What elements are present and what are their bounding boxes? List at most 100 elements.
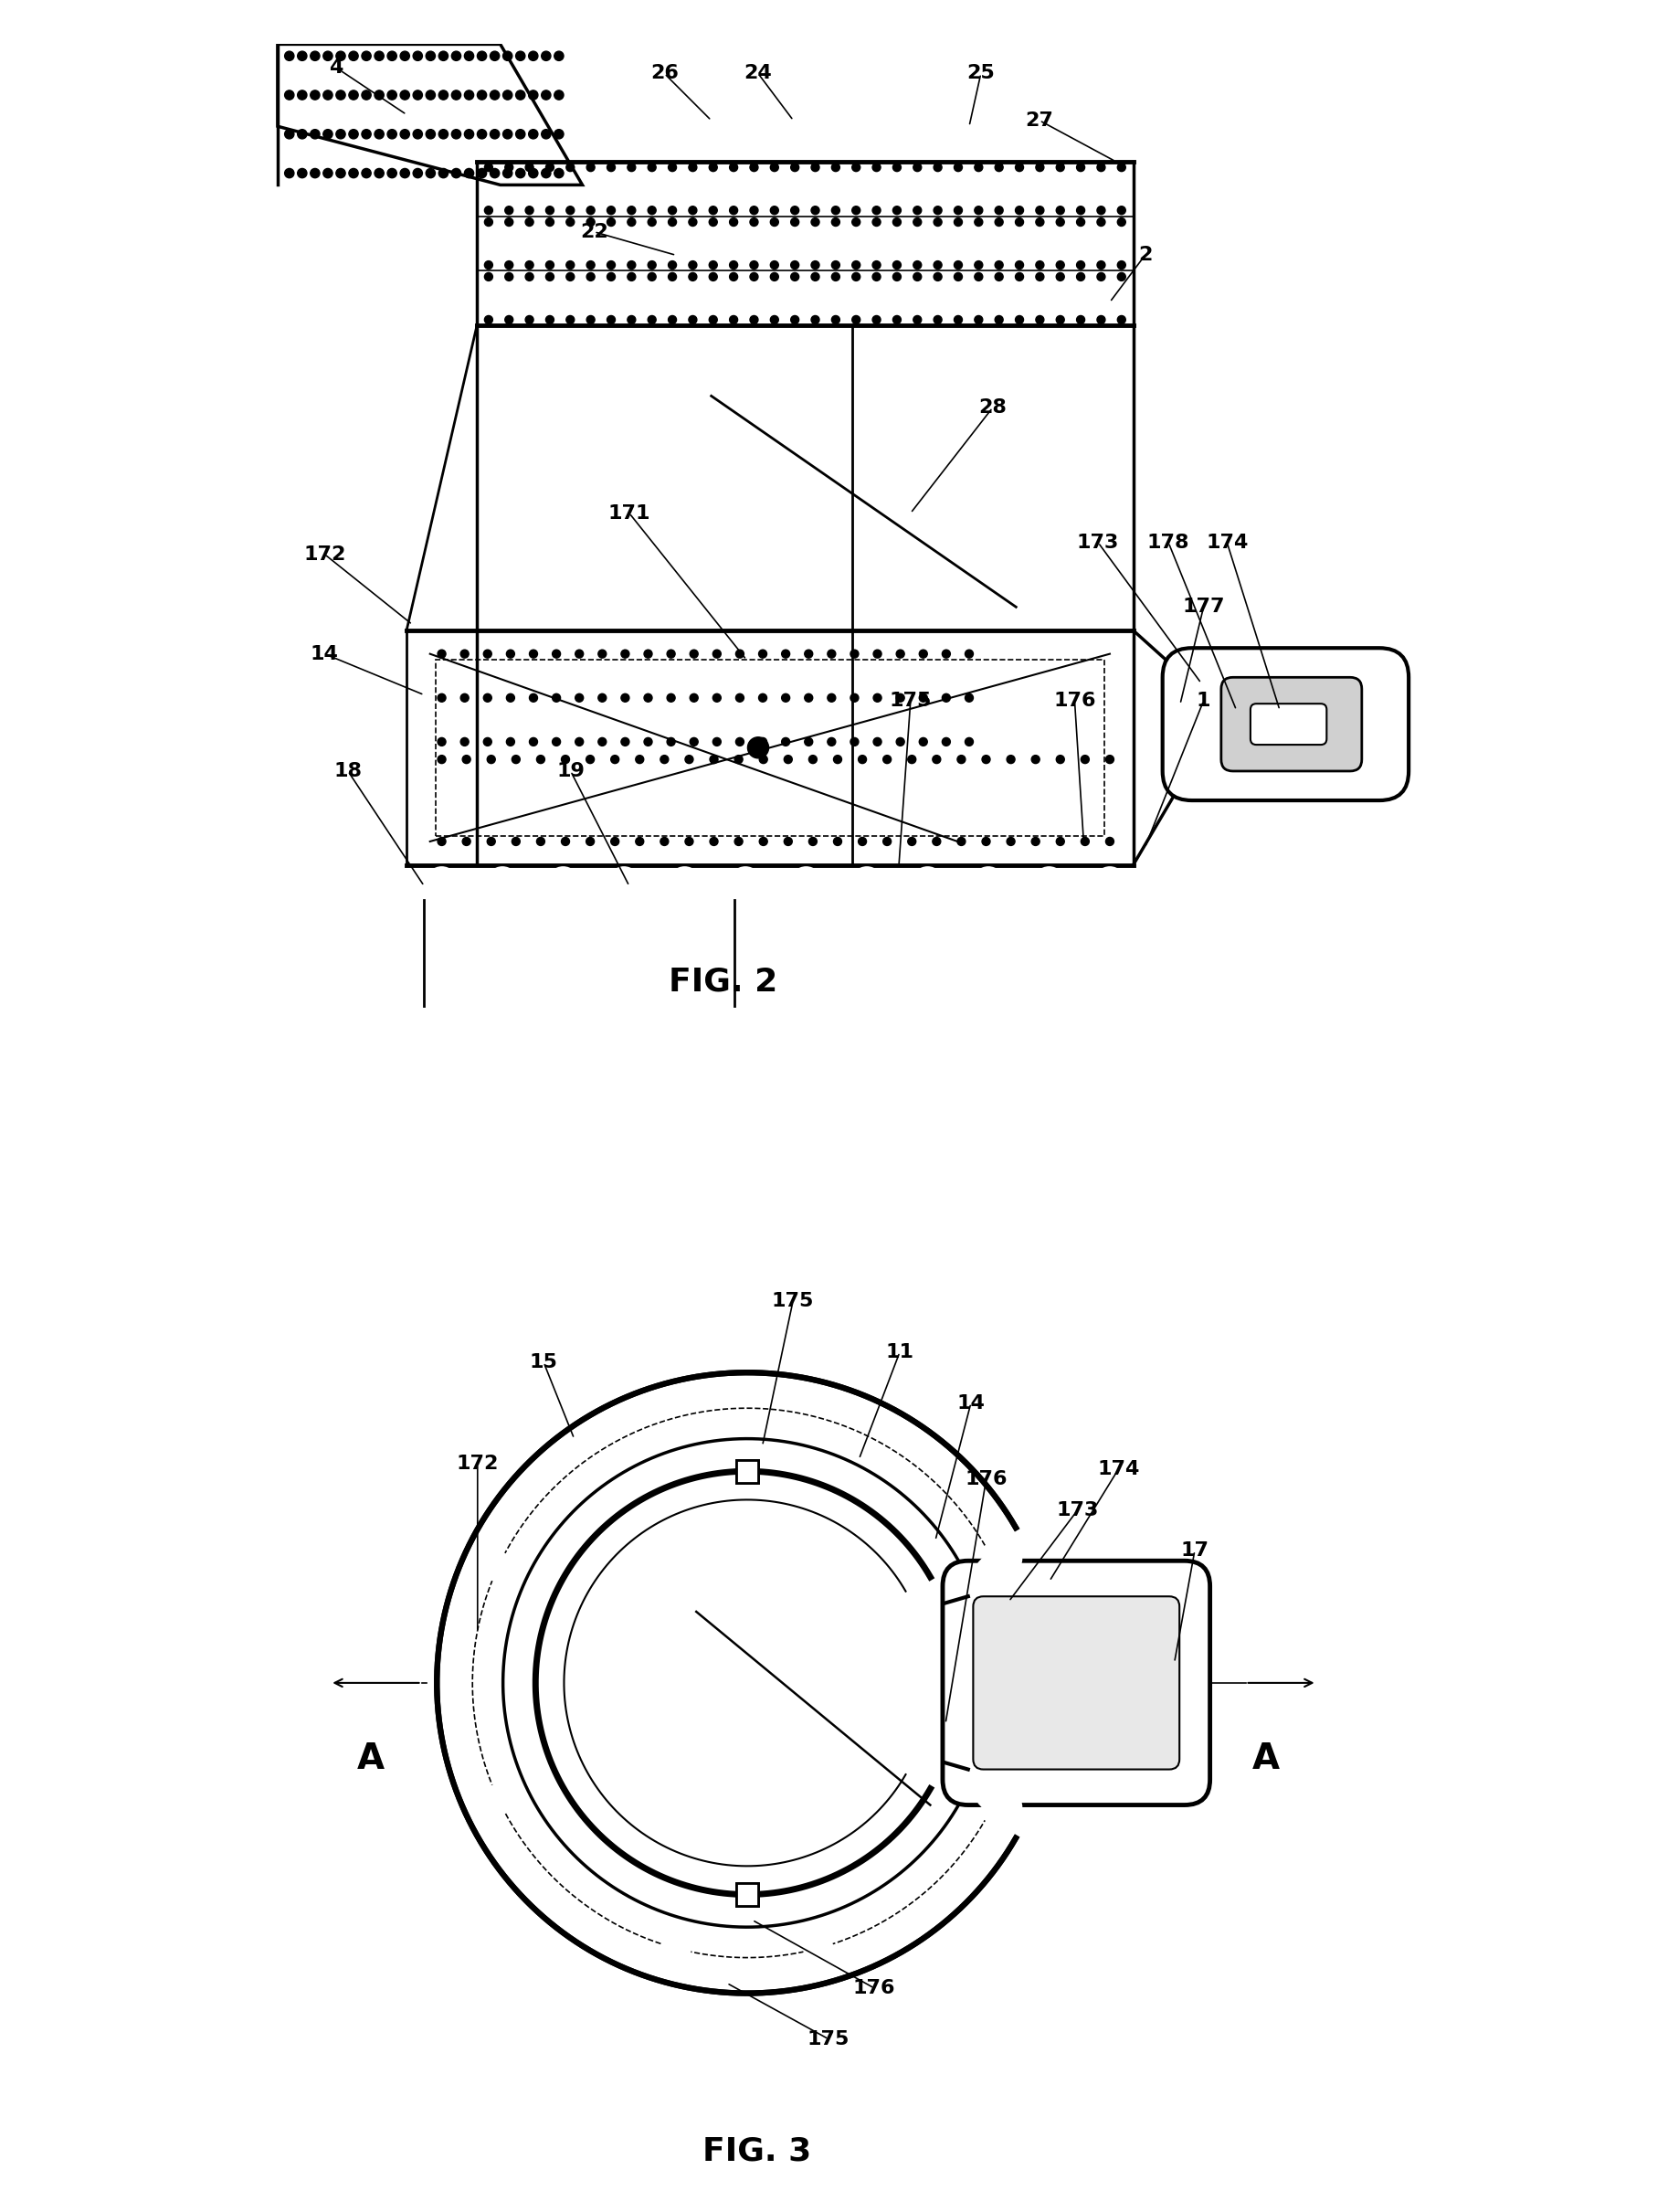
Circle shape xyxy=(973,1553,984,1566)
Circle shape xyxy=(991,1834,1004,1845)
Circle shape xyxy=(943,1871,954,1882)
Circle shape xyxy=(893,272,901,281)
Text: 27: 27 xyxy=(1026,111,1054,131)
Circle shape xyxy=(956,1856,968,1869)
Circle shape xyxy=(608,867,640,898)
Circle shape xyxy=(693,1953,704,1964)
Circle shape xyxy=(888,1422,901,1433)
Circle shape xyxy=(751,1940,762,1951)
Circle shape xyxy=(565,1871,578,1885)
Circle shape xyxy=(938,1458,951,1469)
Circle shape xyxy=(388,91,396,100)
Circle shape xyxy=(621,695,630,701)
Circle shape xyxy=(462,1697,474,1708)
Circle shape xyxy=(771,272,779,281)
Circle shape xyxy=(991,1520,1004,1533)
Circle shape xyxy=(1077,219,1085,226)
Circle shape xyxy=(751,1955,762,1969)
Circle shape xyxy=(772,1971,784,1982)
Circle shape xyxy=(1077,272,1085,281)
Circle shape xyxy=(1004,1677,1016,1690)
Circle shape xyxy=(805,695,812,701)
Circle shape xyxy=(529,1832,540,1843)
Circle shape xyxy=(567,219,575,226)
Circle shape xyxy=(943,650,951,657)
Circle shape xyxy=(1056,316,1064,323)
Circle shape xyxy=(898,1909,910,1920)
Circle shape xyxy=(560,1909,572,1922)
Circle shape xyxy=(401,51,409,60)
Circle shape xyxy=(628,164,636,173)
Circle shape xyxy=(731,1971,742,1984)
Circle shape xyxy=(933,164,941,173)
Circle shape xyxy=(447,1697,459,1710)
Circle shape xyxy=(958,838,966,845)
Circle shape xyxy=(484,737,492,745)
Circle shape xyxy=(611,838,620,845)
Circle shape xyxy=(974,219,983,226)
Circle shape xyxy=(1077,206,1085,215)
Circle shape xyxy=(857,1440,868,1453)
Circle shape xyxy=(461,695,469,701)
Circle shape xyxy=(873,737,882,745)
Circle shape xyxy=(832,316,840,323)
Circle shape xyxy=(858,754,867,763)
Circle shape xyxy=(769,1938,780,1951)
Circle shape xyxy=(323,51,333,60)
Circle shape xyxy=(426,168,436,177)
Circle shape xyxy=(709,754,717,763)
Circle shape xyxy=(472,1754,484,1765)
Circle shape xyxy=(751,1955,762,1969)
Circle shape xyxy=(580,1885,592,1896)
Circle shape xyxy=(374,91,384,100)
Text: 178: 178 xyxy=(1147,533,1190,551)
FancyBboxPatch shape xyxy=(1221,677,1362,772)
Circle shape xyxy=(1007,838,1016,845)
Circle shape xyxy=(567,206,575,215)
Circle shape xyxy=(964,1537,976,1551)
Circle shape xyxy=(618,1929,631,1940)
Circle shape xyxy=(543,1458,555,1469)
Circle shape xyxy=(437,650,446,657)
Circle shape xyxy=(1002,1694,1016,1708)
Circle shape xyxy=(923,1909,935,1922)
Circle shape xyxy=(552,650,560,657)
Circle shape xyxy=(734,754,742,763)
Circle shape xyxy=(626,1440,638,1453)
Circle shape xyxy=(1014,1734,1027,1747)
Circle shape xyxy=(598,650,606,657)
Circle shape xyxy=(994,164,1002,173)
Circle shape xyxy=(504,1825,515,1838)
Circle shape xyxy=(374,51,384,60)
Circle shape xyxy=(850,695,858,701)
Circle shape xyxy=(852,261,860,270)
Circle shape xyxy=(898,1444,910,1458)
Circle shape xyxy=(759,650,767,657)
Circle shape xyxy=(898,1444,910,1458)
Circle shape xyxy=(709,261,717,270)
Circle shape xyxy=(792,1966,804,1980)
Circle shape xyxy=(979,1504,993,1515)
Circle shape xyxy=(833,754,842,763)
Circle shape xyxy=(479,1677,490,1690)
Circle shape xyxy=(479,1659,492,1670)
Circle shape xyxy=(953,1522,966,1535)
Circle shape xyxy=(1105,754,1114,763)
Circle shape xyxy=(462,1657,474,1670)
Circle shape xyxy=(552,1858,565,1871)
Circle shape xyxy=(489,1604,500,1617)
Circle shape xyxy=(1036,206,1044,215)
Circle shape xyxy=(457,1595,469,1608)
Circle shape xyxy=(678,1931,689,1944)
Circle shape xyxy=(601,1433,613,1447)
Circle shape xyxy=(610,1905,621,1916)
Circle shape xyxy=(993,1750,1006,1761)
Circle shape xyxy=(714,1416,726,1429)
Circle shape xyxy=(457,1759,469,1770)
Circle shape xyxy=(479,1694,492,1708)
Circle shape xyxy=(954,164,963,173)
Circle shape xyxy=(437,695,446,701)
Circle shape xyxy=(769,1938,780,1951)
Circle shape xyxy=(852,1951,863,1962)
Circle shape xyxy=(689,1966,703,1980)
